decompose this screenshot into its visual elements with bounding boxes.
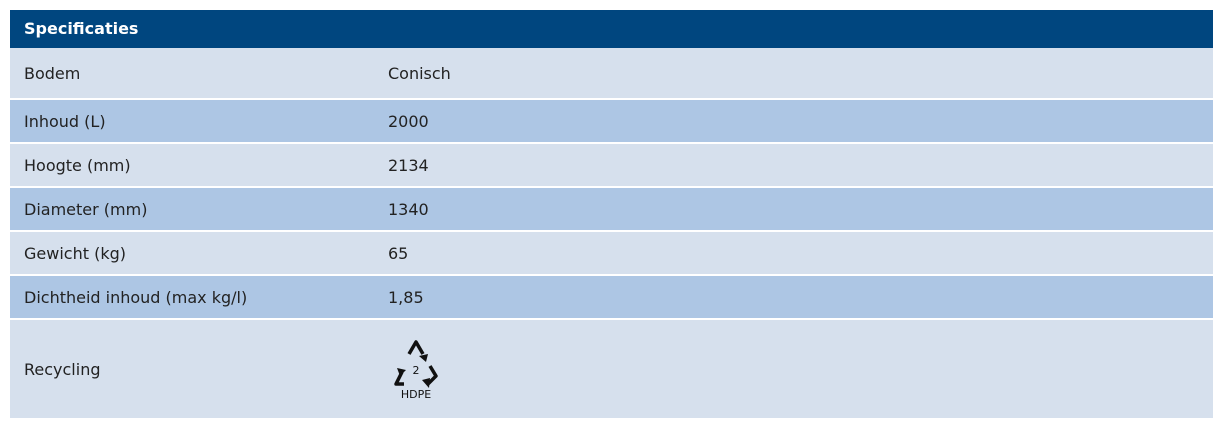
row-value: 2000 <box>388 111 429 131</box>
row-value: 1,85 <box>388 287 424 307</box>
row-value: Conisch <box>388 63 451 83</box>
row-label: Recycling <box>24 359 101 379</box>
spec-table: Specificaties Bodem Conisch Inhoud (L) 2000… <box>10 10 1213 418</box>
table-row: Diameter (mm) 1340 <box>10 188 1213 232</box>
row-value: 65 <box>388 243 409 263</box>
table-row: Inhoud (L) 2000 <box>10 100 1213 144</box>
row-label: Diameter (mm) <box>24 199 148 219</box>
table-header: Specificaties <box>10 10 1213 48</box>
row-label: Gewicht (kg) <box>24 243 126 263</box>
row-label: Hoogte (mm) <box>24 155 131 175</box>
recycle-code: 2 <box>413 364 420 377</box>
row-label: Dichtheid inhoud (max kg/l) <box>24 287 248 307</box>
table-body: Bodem Conisch Inhoud (L) 2000 Hoogte (mm) 213… <box>10 48 1213 320</box>
table-row: Gewicht (kg) 65 <box>10 232 1213 276</box>
row-value: 2134 <box>388 155 429 175</box>
row-label: Bodem <box>24 63 81 83</box>
recycling-row: Recycling 2 HDPE <box>10 320 1213 418</box>
recycling-icon: 2 HDPE <box>386 320 446 418</box>
recycle-symbol: 2 HDPE <box>394 340 438 401</box>
row-label: Inhoud (L) <box>24 111 106 131</box>
table-row: Dichtheid inhoud (max kg/l) 1,85 <box>10 276 1213 320</box>
row-value: 1340 <box>388 199 429 219</box>
table-row: Bodem Conisch <box>10 48 1213 100</box>
table-row: Hoogte (mm) 2134 <box>10 144 1213 188</box>
recycle-material: HDPE <box>401 388 431 401</box>
